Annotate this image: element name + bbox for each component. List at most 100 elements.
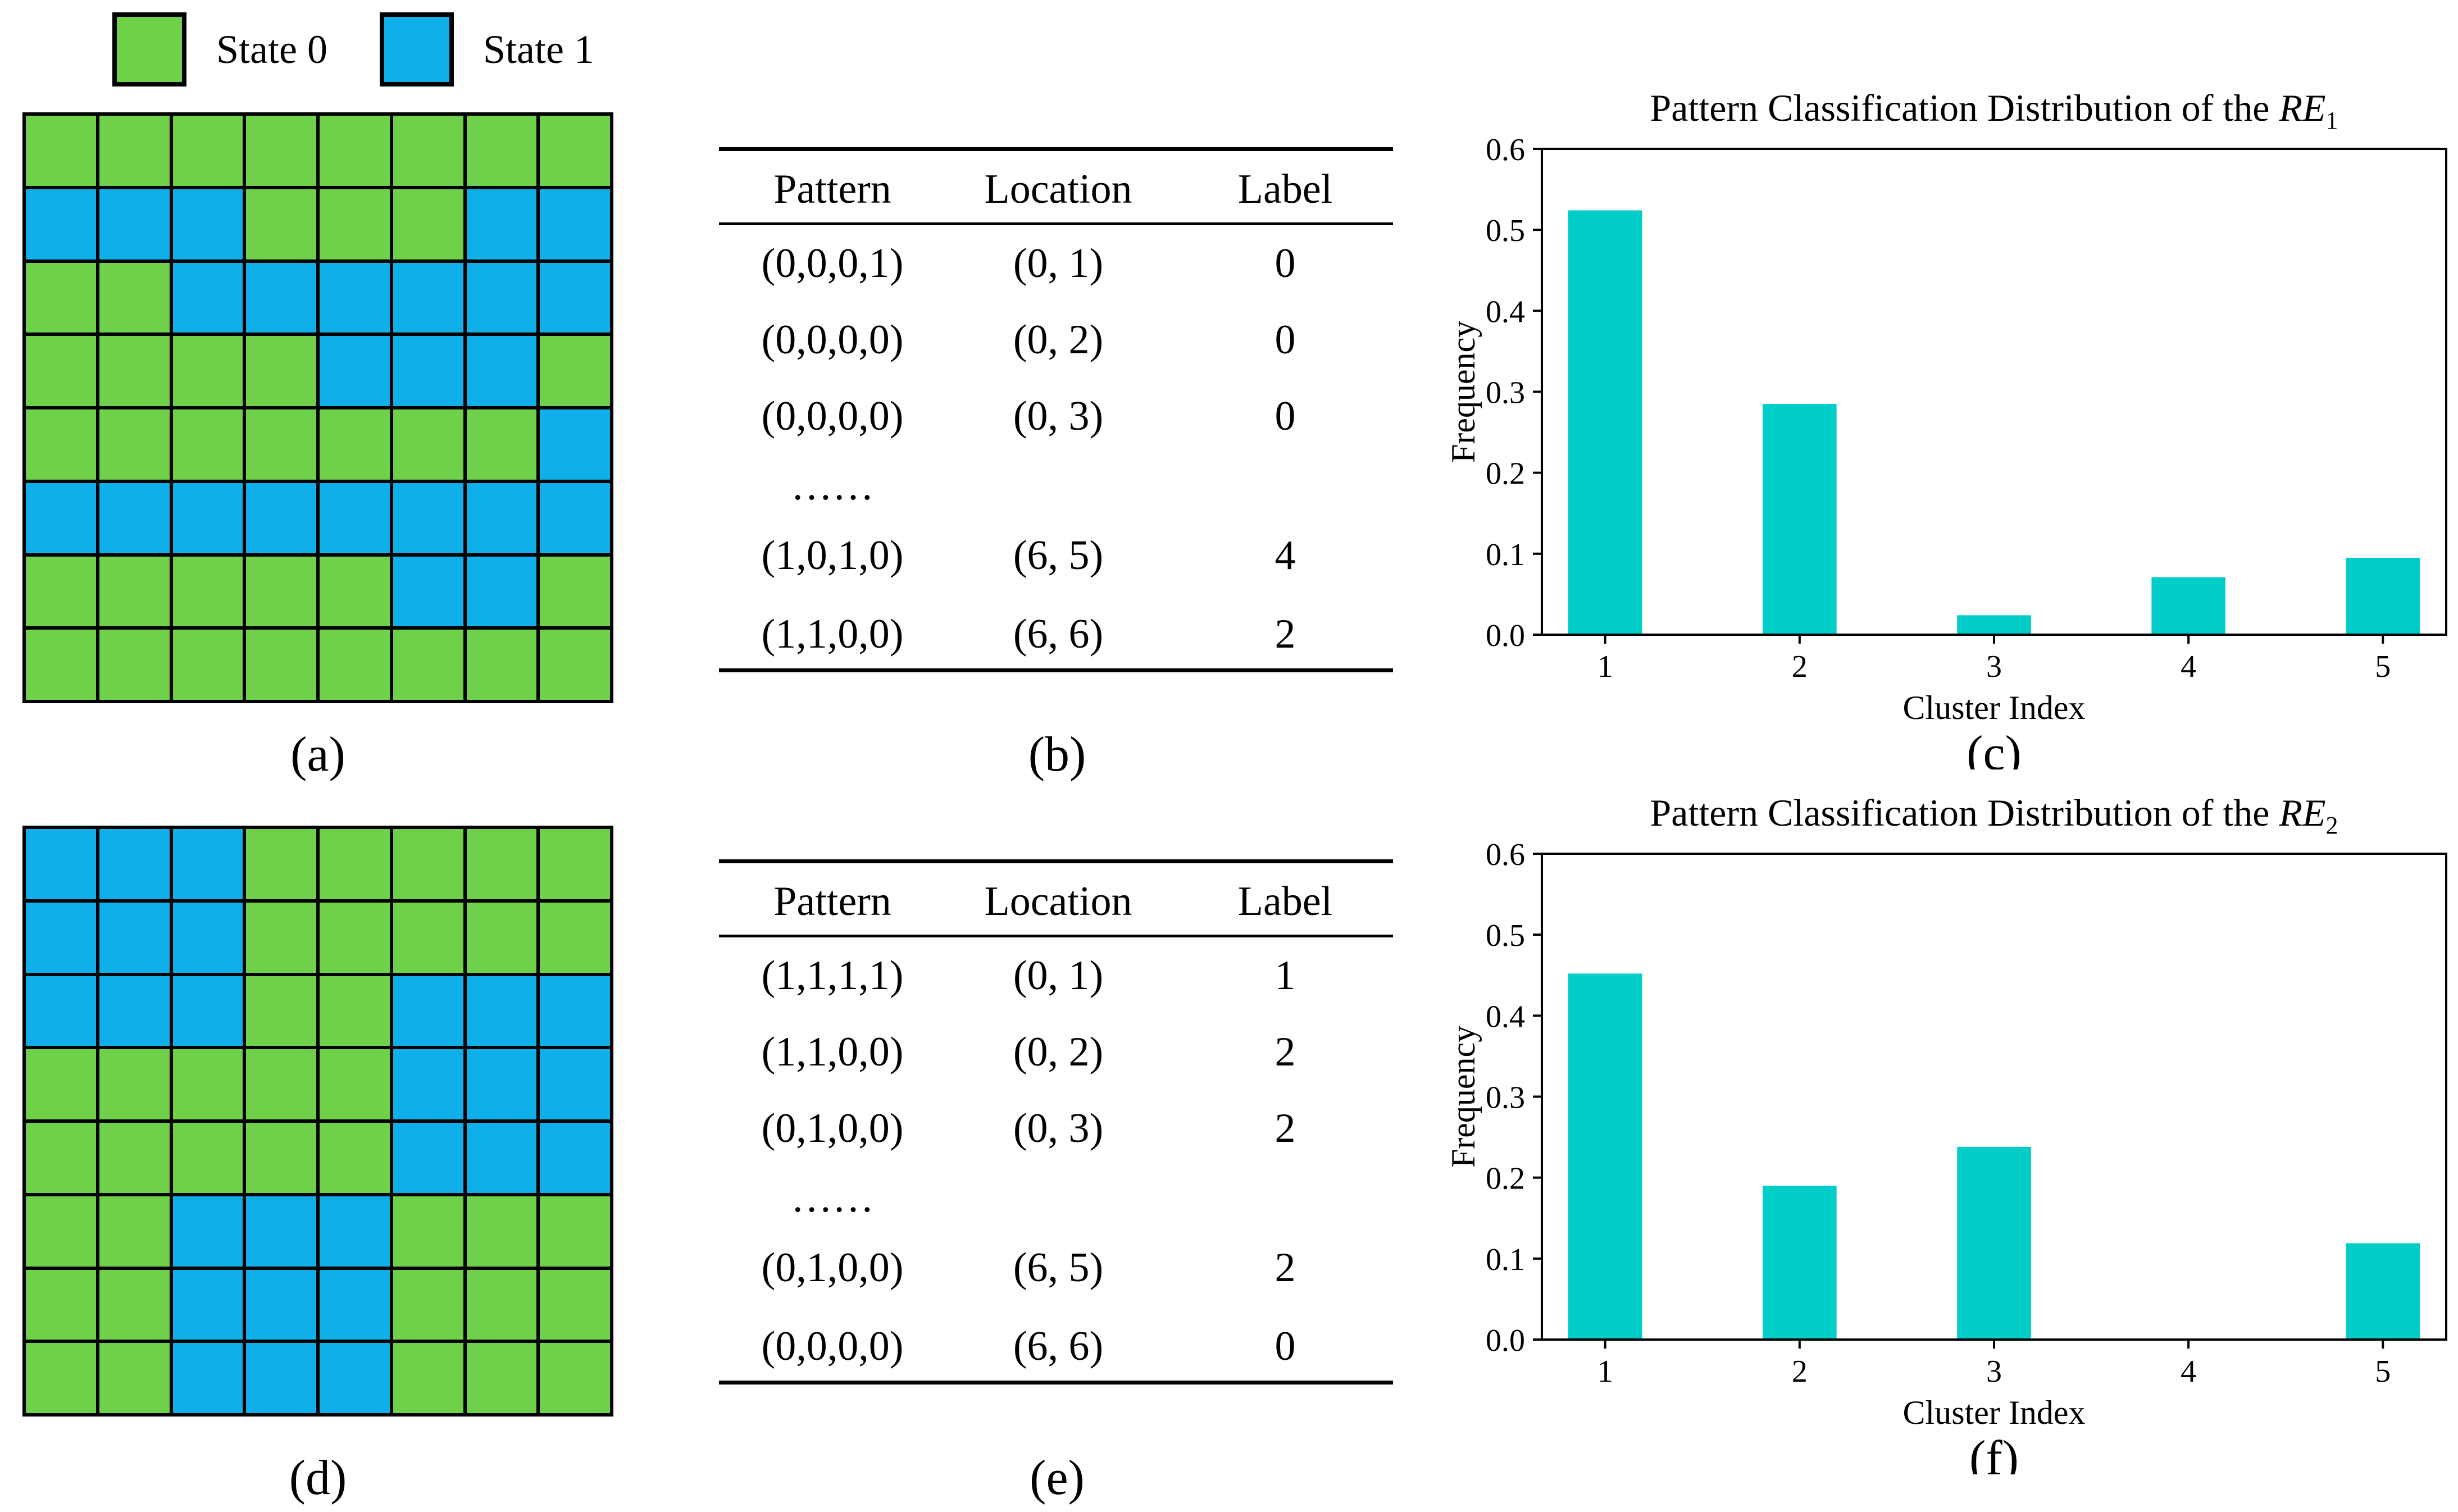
grid-cell-state-0 xyxy=(320,902,390,973)
cell-pattern: (1,1,0,0) xyxy=(761,611,904,657)
grid-cell-state-1 xyxy=(172,829,243,899)
grid-cell-state-0 xyxy=(172,1123,243,1193)
grid-cell-state-1 xyxy=(172,1196,243,1267)
cell-label: 2 xyxy=(1274,1029,1296,1075)
table-header-rule xyxy=(719,222,1393,225)
bar-cluster-5 xyxy=(2346,1243,2420,1340)
grid-cell-state-0 xyxy=(540,556,610,627)
cell-pattern: (1,0,1,0) xyxy=(761,532,904,579)
table-top-rule xyxy=(719,859,1393,863)
grid-cell-state-0 xyxy=(320,630,390,700)
grid-cell-state-1 xyxy=(172,262,243,333)
cell-location: (0, 1) xyxy=(1013,953,1104,999)
grid-cell-state-1 xyxy=(26,976,96,1046)
grid-cell-state-1 xyxy=(466,1123,537,1193)
chart-title: Pattern Classification Distribution of t… xyxy=(1650,86,2338,134)
table-top-rule xyxy=(719,147,1393,151)
y-tick-label: 0.3 xyxy=(1486,1081,1525,1115)
grid-cell-state-0 xyxy=(320,189,390,259)
x-tick-label: 1 xyxy=(1597,649,1613,684)
grid-cell-state-1 xyxy=(466,976,537,1046)
grid-cell-state-0 xyxy=(466,1269,537,1340)
legend-swatch-state-1 xyxy=(380,12,454,86)
grid-cell-state-1 xyxy=(540,976,610,1046)
grid-cell-state-0 xyxy=(26,630,96,700)
y-tick-label: 0.4 xyxy=(1486,999,1525,1034)
grid-cell-state-1 xyxy=(393,976,463,1046)
bar-cluster-5 xyxy=(2346,558,2420,635)
cell-label: 0 xyxy=(1274,317,1296,363)
grid-cell-state-0 xyxy=(172,1049,243,1119)
grid-cell-state-0 xyxy=(172,556,243,627)
grid-cell-state-0 xyxy=(320,409,390,480)
grid-cell-state-1 xyxy=(466,336,537,406)
bar-cluster-1 xyxy=(1568,973,1642,1340)
grid-cell-state-0 xyxy=(172,630,243,700)
grid-cell-state-1 xyxy=(540,189,610,259)
grid-cell-state-0 xyxy=(246,1049,316,1119)
grid-cell-state-1 xyxy=(466,1049,537,1119)
grid-cell-state-1 xyxy=(246,1196,316,1267)
grid-cell-state-0 xyxy=(320,1123,390,1193)
grid-cell-state-0 xyxy=(246,902,316,973)
grid-cell-state-0 xyxy=(246,976,316,1046)
grid-cell-state-0 xyxy=(320,829,390,899)
grid-cell-state-1 xyxy=(172,482,243,553)
cell-label: 0 xyxy=(1274,240,1296,286)
grid-cell-state-1 xyxy=(26,482,96,553)
y-axis-label: Frequency xyxy=(1445,1026,1482,1168)
grid-cell-state-0 xyxy=(26,336,96,406)
grid-cell-state-0 xyxy=(246,829,316,899)
grid-cell-state-1 xyxy=(393,556,463,627)
grid-cell-state-0 xyxy=(26,1049,96,1119)
grid-cell-state-0 xyxy=(246,116,316,186)
bar-cluster-2 xyxy=(1763,404,1837,635)
cell-location: (0, 1) xyxy=(1013,240,1104,286)
x-tick-label: 3 xyxy=(1986,1354,2002,1389)
grid-cell-state-0 xyxy=(26,409,96,480)
grid-cell-state-1 xyxy=(172,1343,243,1413)
y-tick-label: 0.0 xyxy=(1486,1323,1525,1358)
table-bottom-rule xyxy=(719,1381,1393,1385)
grid-cell-state-0 xyxy=(320,116,390,186)
grid-cell-state-1 xyxy=(393,1049,463,1119)
cell-location: (6, 6) xyxy=(1013,1323,1104,1369)
grid-cell-state-0 xyxy=(26,1123,96,1193)
grid-cell-state-1 xyxy=(246,262,316,333)
grid-cell-state-0 xyxy=(246,630,316,700)
grid-cell-state-0 xyxy=(320,976,390,1046)
x-tick-label: 5 xyxy=(2375,649,2391,684)
grid-cell-state-1 xyxy=(540,1123,610,1193)
grid-cell-state-1 xyxy=(466,262,537,333)
x-tick-label: 1 xyxy=(1597,1354,1613,1389)
x-tick-label: 5 xyxy=(2375,1354,2391,1389)
panel-label: (f) xyxy=(1969,1431,2019,1474)
grid-cell-state-1 xyxy=(172,1269,243,1340)
header-label: Label xyxy=(1237,878,1333,924)
x-axis-label: Cluster Index xyxy=(1903,689,2086,726)
bar-cluster-3 xyxy=(1957,1146,2031,1340)
grid-cell-state-0 xyxy=(466,902,537,973)
grid-cell-state-0 xyxy=(26,262,96,333)
cell-location: (0, 3) xyxy=(1013,393,1104,439)
table-bottom-rule xyxy=(719,668,1393,672)
grid-cell-state-1 xyxy=(99,902,170,973)
grid-cell-state-0 xyxy=(393,1343,463,1413)
grid-cell-state-0 xyxy=(466,1343,537,1413)
cell-pattern: (0,0,0,0) xyxy=(761,1323,904,1369)
legend-swatch-state-0 xyxy=(112,12,186,86)
grid-cell-state-0 xyxy=(99,336,170,406)
cell-label: 2 xyxy=(1274,1105,1296,1151)
grid-cell-state-0 xyxy=(26,1269,96,1340)
grid-cell-state-0 xyxy=(99,1049,170,1119)
grid-cell-state-1 xyxy=(320,482,390,553)
grid-cell-state-1 xyxy=(246,482,316,553)
chart-title: Pattern Classification Distribution of t… xyxy=(1650,791,2338,839)
x-tick-label: 4 xyxy=(2181,649,2196,684)
pattern-table-b: Pattern Location Label (0,0,0,1) (0, 1) … xyxy=(719,147,1393,675)
y-tick-label: 0.1 xyxy=(1486,538,1525,572)
grid-cell-state-0 xyxy=(320,556,390,627)
grid-cell-state-0 xyxy=(246,1123,316,1193)
grid-cell-state-1 xyxy=(320,1196,390,1267)
grid-cell-state-0 xyxy=(26,1196,96,1267)
